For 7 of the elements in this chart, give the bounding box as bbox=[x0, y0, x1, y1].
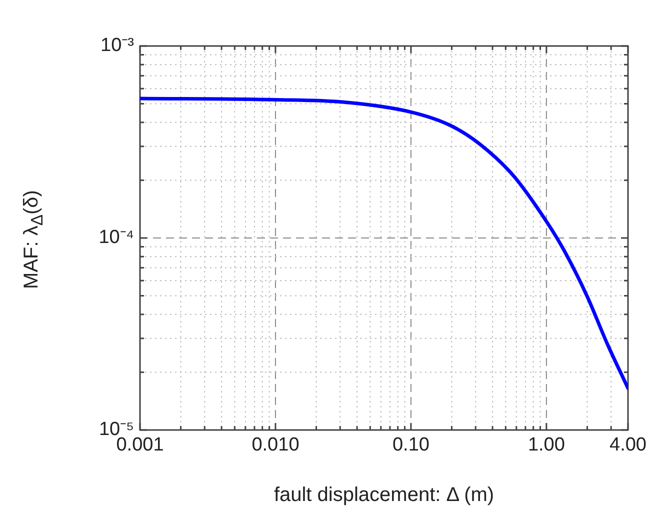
y-tick-label: 10⁻³ bbox=[100, 35, 134, 56]
x-tick-label: 0.010 bbox=[252, 434, 300, 456]
y-tick-label: 10⁻⁴ bbox=[98, 227, 134, 248]
x-tick-label: 0.10 bbox=[392, 434, 430, 456]
x-axis-title: fault displacement: Δ (m) bbox=[272, 484, 496, 507]
x-tick-label: 4.00 bbox=[610, 434, 646, 456]
x-tick-label: 1.00 bbox=[528, 434, 565, 456]
